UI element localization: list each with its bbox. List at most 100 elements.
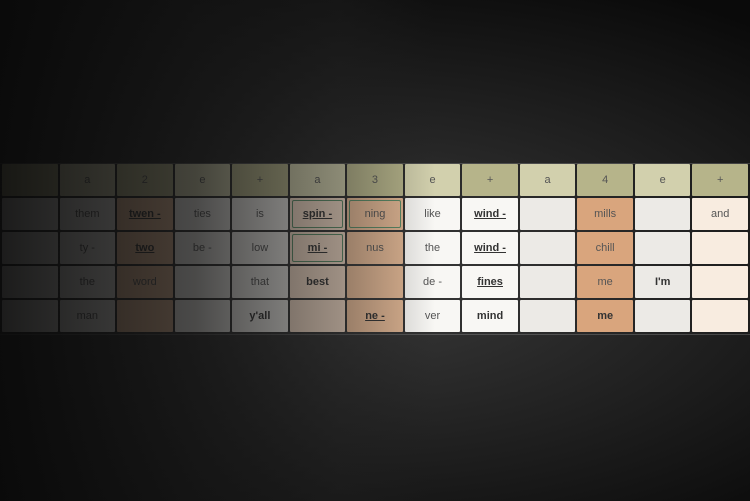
beat-header-cell: + [232,164,288,196]
cell-text: chill [596,242,615,254]
beat-header-cell: a [520,164,576,196]
syllable-cell [2,232,58,264]
cell-text: 2 [142,174,148,186]
syllable-cell: nus [347,232,403,264]
cell-text: them [75,208,99,220]
syllable-cell [692,266,748,298]
cell-text: ty - [80,242,95,254]
cell-text: spin - [303,208,332,220]
cell-text: that [251,276,269,288]
syllable-cell: I'm [635,266,691,298]
beat-header-cell: 2 [117,164,173,196]
syllable-cell: mi - [290,232,346,264]
syllable-cell: is [232,198,288,230]
beat-header-cell: + [692,164,748,196]
cell-text: 4 [602,174,608,186]
beat-header-cell [2,164,58,196]
cell-text: 3 [372,174,378,186]
syllable-cell: ver [405,300,461,332]
cell-text: ne - [365,310,385,322]
syllable-cell: wind - [462,198,518,230]
cell-text: + [487,174,493,186]
syllable-cell: best [290,266,346,298]
cell-text: a [84,174,90,186]
cell-text: wind - [474,208,506,220]
beat-header-cell: + [462,164,518,196]
cell-text: man [77,310,98,322]
syllable-cell: mind [462,300,518,332]
cell-text: me [597,310,613,322]
cell-text: mind [477,310,503,322]
syllable-cell: ning [347,198,403,230]
syllable-cell [635,232,691,264]
cell-text: wind - [474,242,506,254]
syllable-cell: y'all [232,300,288,332]
syllable-cell: like [405,198,461,230]
syllable-cell: me [577,266,633,298]
cell-text: mills [594,208,616,220]
cell-text: is [256,208,264,220]
syllable-cell [2,266,58,298]
syllable-cell [520,232,576,264]
cell-text: a [545,174,551,186]
cell-text: word [133,276,157,288]
cell-text: ver [425,310,440,322]
syllable-cell: ty - [60,232,116,264]
cell-text: the [425,242,440,254]
syllable-cell: word [117,266,173,298]
cell-text: + [257,174,263,186]
cell-text: e [199,174,205,186]
syllable-cell [2,300,58,332]
cell-text: low [252,242,269,254]
syllable-cell: two [117,232,173,264]
beat-header-cell: e [405,164,461,196]
syllable-cell [635,300,691,332]
cell-text: ning [365,208,386,220]
syllable-cell [520,300,576,332]
cell-text: e [429,174,435,186]
cell-text: be - [193,242,212,254]
cell-text: e [660,174,666,186]
cell-text: I'm [655,276,670,288]
cell-text: two [135,242,154,254]
syllable-cell [520,198,576,230]
beat-header-cell: a [60,164,116,196]
cell-text: + [717,174,723,186]
syllable-cell: the [60,266,116,298]
syllable-cell [175,266,231,298]
grid-bottom-edge [0,334,750,335]
cell-text: me [598,276,613,288]
syllable-cell [117,300,173,332]
beat-header-cell: a [290,164,346,196]
syllable-cell [290,300,346,332]
syllable-cell: ne - [347,300,403,332]
syllable-cell: twen - [117,198,173,230]
syllable-cell [635,198,691,230]
cell-text: best [306,276,329,288]
syllable-cell [692,300,748,332]
syllable-cell: fines [462,266,518,298]
syllable-cell: and [692,198,748,230]
syllable-cell: man [60,300,116,332]
cell-text: ties [194,208,211,220]
cell-text: and [711,208,729,220]
syllable-cell: them [60,198,116,230]
syllable-cell: low [232,232,288,264]
grid-top-edge [0,163,750,164]
cell-text: the [80,276,95,288]
cell-text: twen - [129,208,161,220]
cell-text: nus [366,242,384,254]
syllable-cell: chill [577,232,633,264]
syllable-cell: be - [175,232,231,264]
syllable-cell: mills [577,198,633,230]
syllable-cell [347,266,403,298]
syllable-cell: me [577,300,633,332]
syllable-cell: wind - [462,232,518,264]
cell-text: y'all [249,310,270,322]
beat-header-cell: 3 [347,164,403,196]
cell-text: mi - [308,242,328,254]
syllable-cell: that [232,266,288,298]
cell-text: de - [423,276,442,288]
syllable-cell: spin - [290,198,346,230]
beat-header-cell: e [635,164,691,196]
